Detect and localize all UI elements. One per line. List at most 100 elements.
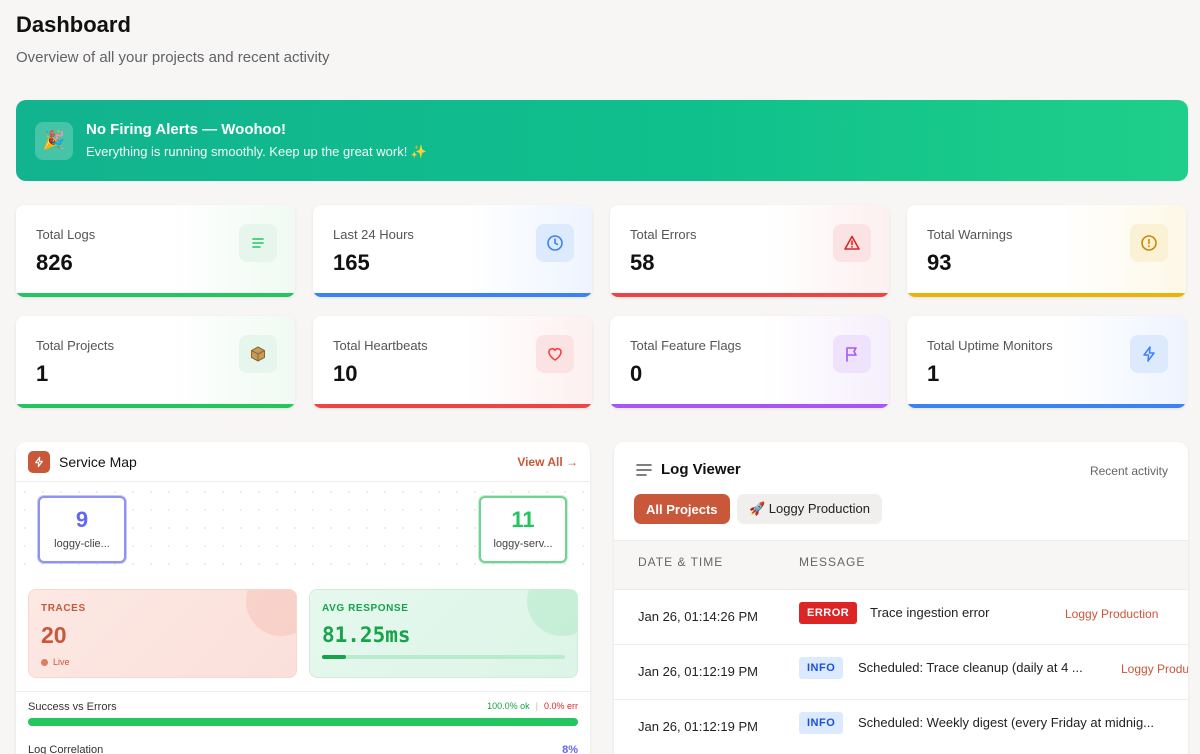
live-dot-icon	[41, 658, 48, 666]
stat-accent-bar	[907, 404, 1186, 408]
avg-response-label: AVG RESPONSE	[322, 603, 409, 614]
log-date: Jan 26, 01:12:19 PM	[638, 664, 758, 679]
stat-label: Total Projects	[36, 338, 115, 353]
log-message: Scheduled: Weekly digest (every Friday a…	[858, 715, 1155, 730]
success-bar-track	[28, 718, 578, 726]
stat-value: 93	[927, 250, 952, 275]
stat-label: Total Feature Flags	[630, 338, 742, 353]
stat-card-total-projects[interactable]: Total Projects 1	[16, 316, 295, 408]
stat-value: 0	[630, 361, 643, 386]
log-viewer-panel: Log Viewer Recent activity All Projects …	[614, 442, 1188, 754]
alert-message: Everything is running smoothly. Keep up …	[86, 144, 428, 159]
log-viewer-title: Log Viewer	[661, 461, 741, 478]
stat-value: 165	[333, 250, 370, 275]
log-message: Scheduled: Trace cleanup (daily at 4 ...	[858, 660, 1083, 675]
log-date: Jan 26, 01:12:19 PM	[638, 719, 758, 734]
table-header	[614, 540, 1188, 589]
stat-card-last-24-hours[interactable]: Last 24 Hours 165	[313, 205, 592, 297]
lines-icon	[239, 224, 277, 262]
stat-accent-bar	[16, 404, 295, 408]
log-project: Loggy Produ	[1121, 662, 1188, 676]
live-indicator: Live	[41, 657, 70, 667]
level-badge-info: INFO	[799, 657, 844, 679]
view-all-link[interactable]: View All →	[517, 454, 578, 469]
package-icon	[239, 335, 277, 373]
stat-label: Total Warnings	[927, 227, 1013, 242]
stat-value: 1	[36, 361, 49, 386]
ok-percent: 100.0% ok	[487, 701, 530, 711]
stat-value: 1	[927, 361, 940, 386]
stat-value: 826	[36, 250, 73, 275]
live-label: Live	[53, 657, 70, 667]
response-progress-track	[322, 655, 565, 659]
divider	[16, 691, 590, 692]
stat-value: 10	[333, 361, 358, 386]
bolt-icon	[1130, 335, 1168, 373]
page-subtitle: Overview of all your projects and recent…	[16, 49, 330, 66]
service-map-canvas: 9 loggy-clie... 11 loggy-serv...	[16, 483, 590, 577]
menu-lines-icon	[636, 463, 652, 482]
service-node-server[interactable]: 11 loggy-serv...	[479, 496, 567, 563]
stat-card-total-feature-flags[interactable]: Total Feature Flags 0	[610, 316, 889, 408]
stat-label: Total Logs	[36, 227, 96, 242]
stat-accent-bar	[313, 293, 592, 297]
table-row[interactable]: Jan 26, 01:12:19 PM INFO Scheduled: Week…	[614, 699, 1188, 754]
bolt-icon	[28, 450, 50, 473]
avg-response-value: 81.25ms	[322, 623, 411, 647]
err-percent: 0.0% err	[543, 701, 578, 711]
alert-title: No Firing Alerts — Woohoo!	[86, 121, 286, 138]
filter-all-projects[interactable]: All Projects	[634, 494, 730, 524]
party-popper-icon: 🎉	[35, 121, 73, 160]
traces-card[interactable]: TRACES 20 Live	[28, 589, 297, 678]
service-node-client[interactable]: 9 loggy-clie...	[38, 496, 126, 563]
no-alerts-banner: 🎉 No Firing Alerts — Woohoo! Everything …	[16, 100, 1188, 181]
page-title: Dashboard	[16, 12, 131, 37]
warning-triangle-icon	[833, 224, 871, 262]
stat-label: Total Heartbeats	[333, 338, 428, 353]
service-map-panel: Service Map View All → 9 loggy-clie... 1…	[16, 442, 590, 754]
stat-card-total-uptime-monitors[interactable]: Total Uptime Monitors 1	[907, 316, 1186, 408]
log-message: Trace ingestion error	[870, 605, 990, 620]
table-row[interactable]: Jan 26, 01:12:19 PM INFO Scheduled: Trac…	[614, 644, 1188, 699]
node-name: loggy-serv...	[493, 538, 553, 550]
log-correlation-value: 8%	[562, 744, 578, 754]
exclamation-circle-icon	[1130, 224, 1168, 262]
column-header-message: MESSAGE	[799, 555, 866, 569]
stat-card-total-warnings[interactable]: Total Warnings 93	[907, 205, 1186, 297]
avg-response-card[interactable]: AVG RESPONSE 81.25ms	[309, 589, 578, 678]
stat-card-total-heartbeats[interactable]: Total Heartbeats 10	[313, 316, 592, 408]
traces-label: TRACES	[41, 603, 86, 614]
separator: |	[535, 701, 538, 711]
stat-label: Total Uptime Monitors	[927, 338, 1053, 353]
clock-icon	[536, 224, 574, 262]
decorative-circle	[246, 590, 296, 636]
heart-icon	[536, 335, 574, 373]
log-project: Loggy Production	[1065, 607, 1159, 621]
level-badge-info: INFO	[799, 712, 844, 734]
stat-value: 58	[630, 250, 655, 275]
success-vs-errors-summary: 100.0% ok | 0.0% err	[487, 701, 578, 711]
decorative-circle	[527, 590, 577, 636]
log-correlation-label: Log Correlation	[28, 744, 104, 754]
log-viewer-subtitle: Recent activity	[1089, 464, 1168, 478]
stat-accent-bar	[610, 404, 889, 408]
response-progress-fill	[322, 655, 347, 659]
stat-card-total-errors[interactable]: Total Errors 58	[610, 205, 889, 297]
node-count: 9	[75, 507, 89, 532]
column-header-date: DATE & TIME	[638, 555, 724, 569]
stat-accent-bar	[313, 404, 592, 408]
stat-accent-bar	[610, 293, 889, 297]
service-map-header: Service Map View All →	[16, 442, 590, 482]
filter-loggy-production[interactable]: 🚀 Loggy Production	[737, 494, 882, 524]
stat-label: Total Errors	[630, 227, 697, 242]
success-vs-errors-label: Success vs Errors	[28, 701, 117, 713]
node-count: 11	[511, 507, 535, 532]
success-bar-fill	[28, 718, 578, 726]
table-row[interactable]: Jan 26, 01:14:26 PM ERROR Trace ingestio…	[614, 589, 1188, 644]
stat-card-total-logs[interactable]: Total Logs 826	[16, 205, 295, 297]
stat-label: Last 24 Hours	[333, 227, 414, 242]
level-badge-error: ERROR	[799, 602, 858, 624]
service-map-title: Service Map	[59, 453, 137, 470]
traces-value: 20	[41, 622, 67, 648]
stat-accent-bar	[907, 293, 1186, 297]
